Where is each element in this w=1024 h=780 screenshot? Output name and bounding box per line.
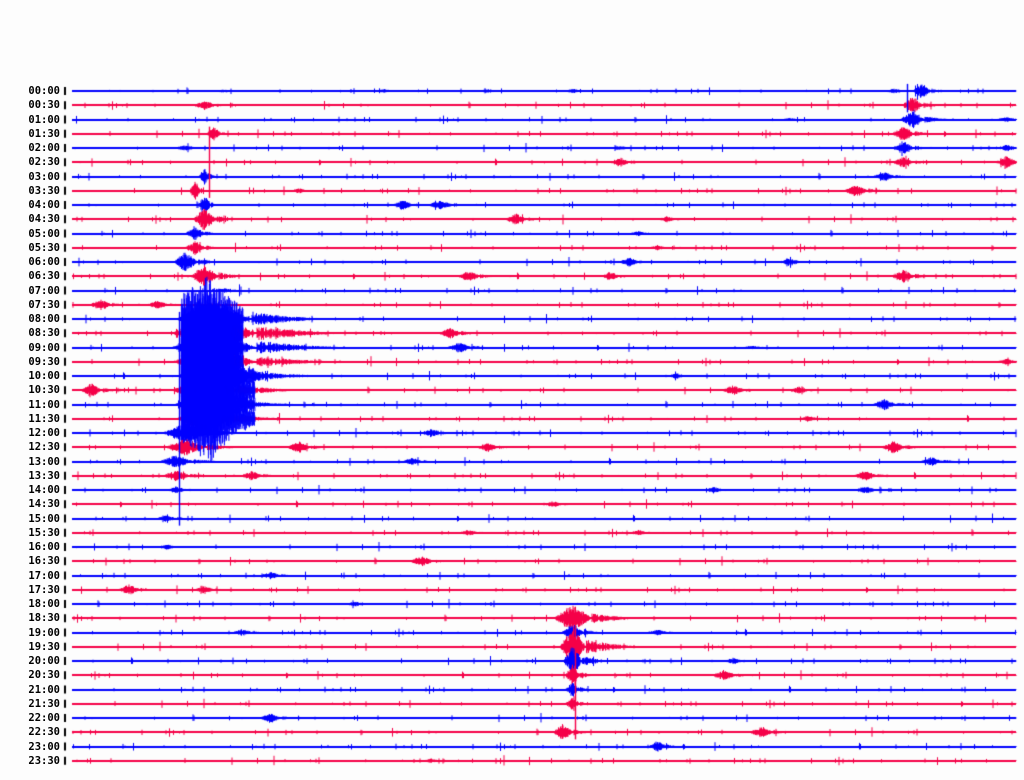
row-time-label: 12:00 bbox=[28, 427, 60, 439]
row-time-label: 06:30 bbox=[28, 270, 60, 283]
row-time-label: 14:30 bbox=[28, 498, 60, 511]
row-time-label: 01:00 bbox=[28, 113, 60, 126]
row-time-label: 21:30 bbox=[28, 697, 60, 710]
row-time-label: 15:00 bbox=[28, 512, 60, 525]
row-time-label: 16:00 bbox=[28, 541, 60, 553]
row-time-label: 00:30 bbox=[28, 99, 60, 112]
row-time-label: 16:30 bbox=[28, 555, 60, 568]
row-time-label: 05:30 bbox=[28, 241, 60, 254]
row-time-label: 08:00 bbox=[28, 313, 60, 325]
row-time-label: 19:00 bbox=[28, 626, 60, 639]
row-time-label: 18:30 bbox=[28, 612, 60, 625]
row-time-label: 10:00 bbox=[28, 370, 60, 382]
row-time-label: 11:30 bbox=[28, 412, 60, 425]
row-time-label: 04:30 bbox=[28, 213, 60, 226]
row-time-label: 07:30 bbox=[28, 298, 60, 311]
row-time-label: 19:30 bbox=[28, 640, 60, 653]
row-time-label: 23:30 bbox=[28, 754, 60, 767]
row-time-label: 03:30 bbox=[28, 184, 60, 197]
row-time-label: 12:30 bbox=[28, 441, 60, 454]
row-time-label: 06:00 bbox=[28, 256, 60, 268]
row-time-label: 01:30 bbox=[28, 127, 60, 140]
row-time-label: 20:30 bbox=[28, 669, 60, 682]
row-time-label: 14:00 bbox=[28, 484, 60, 496]
row-time-label: 13:00 bbox=[28, 455, 60, 468]
row-time-label: 15:30 bbox=[28, 526, 60, 539]
row-time-label: 17:30 bbox=[28, 583, 60, 596]
row-time-label: 22:00 bbox=[28, 712, 60, 724]
row-time-label: 23:00 bbox=[28, 740, 60, 753]
row-time-label: 05:00 bbox=[28, 227, 60, 240]
row-time-label: 03:00 bbox=[28, 170, 60, 183]
row-time-label: 04:00 bbox=[28, 199, 60, 211]
row-time-label: 20:00 bbox=[28, 655, 60, 667]
row-time-label: 02:00 bbox=[28, 142, 60, 154]
row-time-label: 18:00 bbox=[28, 598, 60, 610]
row-time-label: 22:30 bbox=[28, 726, 60, 739]
row-time-label: 08:30 bbox=[28, 327, 60, 340]
row-time-label: 10:30 bbox=[28, 384, 60, 397]
row-time-label: 11:00 bbox=[28, 398, 60, 411]
row-time-label: 13:30 bbox=[28, 469, 60, 482]
row-time-label: 21:00 bbox=[28, 683, 60, 696]
row-time-label: 09:00 bbox=[28, 341, 60, 354]
row-time-label: 02:30 bbox=[28, 156, 60, 169]
row-time-label: 09:30 bbox=[28, 355, 60, 368]
row-time-label: 07:00 bbox=[28, 284, 60, 297]
row-time-label: 17:00 bbox=[28, 569, 60, 582]
row-time-label: 00:00 bbox=[28, 85, 60, 97]
